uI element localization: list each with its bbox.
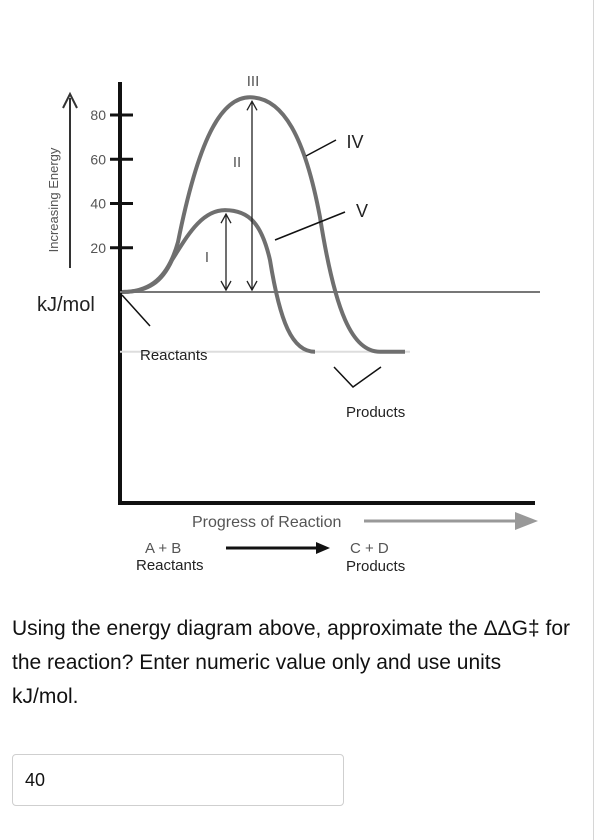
leader-IV xyxy=(305,139,337,157)
question-text: Using the energy diagram above, approxim… xyxy=(12,617,571,708)
answer-input[interactable] xyxy=(12,754,344,806)
y-unit-label: kJ/mol xyxy=(37,294,95,316)
y-ticks: 20 40 60 80 xyxy=(90,107,133,256)
reactants-label: Reactants xyxy=(140,347,208,364)
equation-left-label: Reactants xyxy=(136,557,204,574)
x-axis-label: Progress of Reaction xyxy=(192,514,341,531)
products-label: Products xyxy=(346,404,405,421)
y-axis-label: Increasing Energy xyxy=(46,147,61,252)
label-I: I xyxy=(205,249,209,266)
equation-left-species: A + B xyxy=(145,540,181,557)
arrow-activation-catalyzed xyxy=(220,212,232,292)
equation-right-label: Products xyxy=(346,558,405,575)
products-pointer xyxy=(333,366,382,388)
page-right-rule xyxy=(593,0,594,840)
y-tick-label: 20 xyxy=(90,240,106,256)
x-axis-arrow-head xyxy=(515,512,538,530)
reactants-pointer xyxy=(121,294,151,327)
leader-V xyxy=(274,211,346,241)
y-tick-label: 60 xyxy=(90,151,106,167)
arrow-activation-uncatalyzed xyxy=(246,99,258,292)
energy-arrows xyxy=(220,99,258,292)
label-II: II xyxy=(233,154,241,171)
label-III: III xyxy=(247,73,260,90)
label-V: V xyxy=(356,201,368,221)
equation-arrow-head xyxy=(316,542,330,554)
y-axis-arrow-head xyxy=(62,91,78,109)
energy-diagram: Increasing Energy 20 40 60 80 kJ/mol I II I… xyxy=(37,73,540,575)
y-tick-label: 80 xyxy=(90,107,106,123)
equation-right-species: C + D xyxy=(350,540,389,557)
y-tick-label: 40 xyxy=(90,196,106,212)
catalyzed-curve xyxy=(121,208,316,354)
label-IV: IV xyxy=(346,132,363,152)
